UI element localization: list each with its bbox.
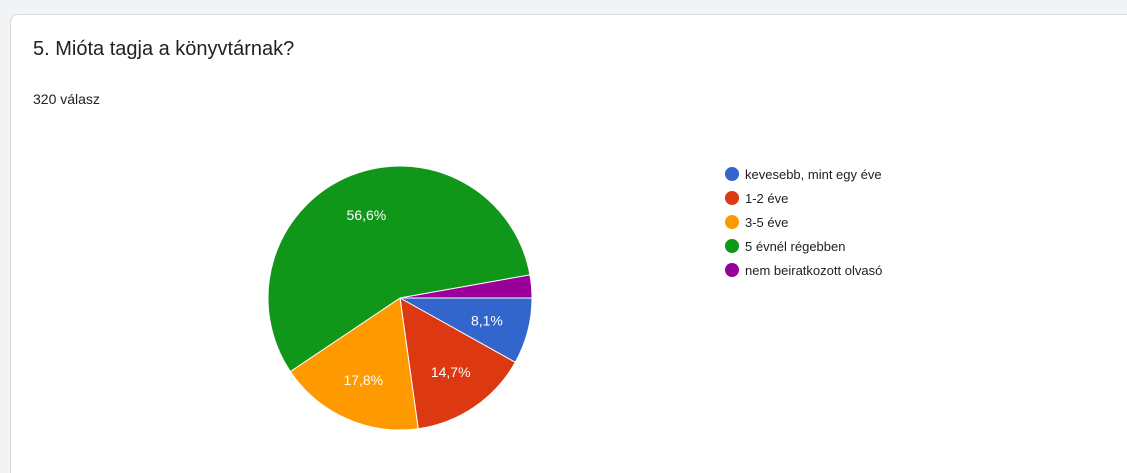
- response-count: 320 válasz: [33, 91, 100, 107]
- legend-item-3[interactable]: 3-5 éve: [725, 210, 882, 234]
- legend-swatch-5: [725, 263, 739, 277]
- legend-label-4: 5 évnél régebben: [745, 238, 846, 254]
- legend-item-4[interactable]: 5 évnél régebben: [725, 234, 882, 258]
- legend-item-5[interactable]: nem beiratkozott olvasó: [725, 258, 882, 282]
- pie-slice-label-2: 14,7%: [431, 364, 471, 380]
- pie-slice-4[interactable]: [267, 165, 531, 373]
- legend-label-5: nem beiratkozott olvasó: [745, 262, 883, 278]
- chart-legend: kevesebb, mint egy éve 1-2 éve 3-5 éve 5 év…: [725, 162, 882, 282]
- question-title: 5. Mióta tagja a könyvtárnak?: [33, 38, 295, 60]
- legend-item-2[interactable]: 1-2 éve: [725, 186, 882, 210]
- legend-label-2: 1-2 éve: [745, 190, 789, 206]
- pie-slice-label-4: 56,6%: [347, 207, 387, 223]
- legend-swatch-4: [725, 239, 739, 253]
- question-card: [10, 14, 1127, 473]
- pie-slice-3[interactable]: [289, 297, 419, 431]
- pie-slice-5[interactable]: [399, 274, 533, 299]
- pie-slice-label-3: 17,8%: [343, 372, 383, 388]
- legend-item-1[interactable]: kevesebb, mint egy éve: [725, 162, 882, 186]
- legend-label-1: kevesebb, mint egy éve: [745, 166, 882, 182]
- legend-label-3: 3-5 éve: [745, 214, 789, 230]
- legend-swatch-3: [725, 215, 739, 229]
- pie-slices: [267, 165, 533, 431]
- pie-slice-2[interactable]: [399, 297, 516, 430]
- legend-swatch-1: [725, 167, 739, 181]
- pie-slice-label-1: 8,1%: [471, 313, 503, 329]
- pie-labels: 8,1% 14,7% 17,8% 56,6%: [343, 207, 502, 388]
- legend-swatch-2: [725, 191, 739, 205]
